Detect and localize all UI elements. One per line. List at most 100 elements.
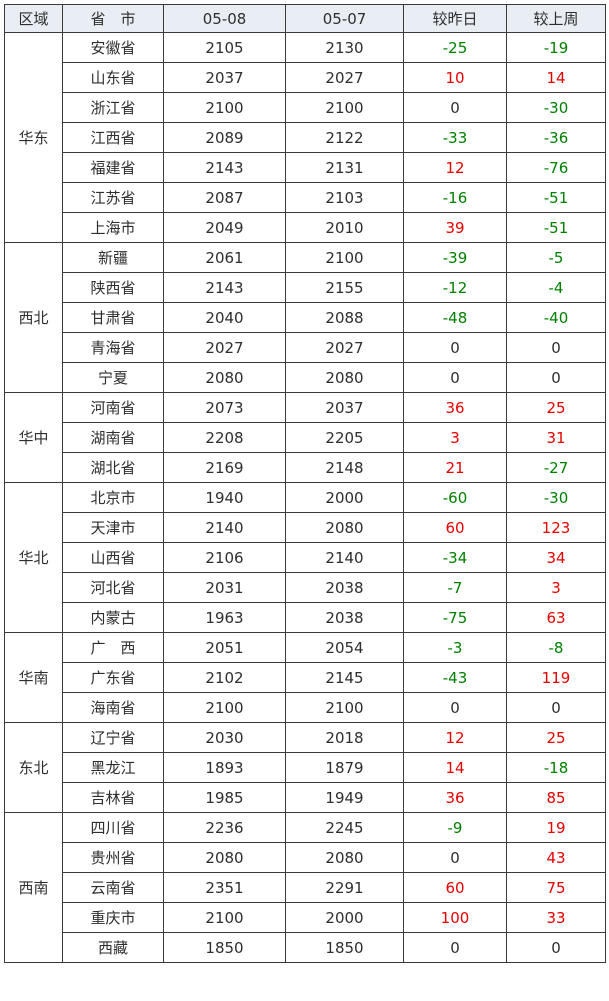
- change-vs-yesterday-cell: -43: [403, 662, 507, 693]
- price-cell: 2155: [285, 272, 404, 303]
- price-cell: 2089: [163, 122, 286, 153]
- province-cell: 西藏: [62, 932, 164, 963]
- table-row: 内蒙古 1963 2038 -75 63: [5, 602, 606, 633]
- change-vs-yesterday-cell: 0: [403, 842, 507, 873]
- price-cell: 2100: [285, 242, 404, 273]
- price-cell: 2105: [163, 32, 286, 63]
- change-vs-yesterday-cell: 36: [403, 782, 507, 813]
- price-cell: 2131: [285, 152, 404, 183]
- change-vs-yesterday-cell: 0: [403, 692, 507, 723]
- change-vs-lastweek-cell: 0: [506, 932, 606, 963]
- change-vs-lastweek-cell: -76: [506, 152, 606, 183]
- province-cell: 广东省: [62, 662, 164, 693]
- table-row: 山东省 2037 2027 10 14: [5, 62, 606, 93]
- table-row: 上海市 2049 2010 39 -51: [5, 212, 606, 243]
- region-cell: 西南: [4, 812, 63, 963]
- price-cell: 2080: [163, 362, 286, 393]
- price-cell: 1963: [163, 602, 286, 633]
- price-cell: 2148: [285, 452, 404, 483]
- change-vs-lastweek-cell: 63: [506, 602, 606, 633]
- table-header-row: 区域 省 市 05-08 05-07 较昨日 较上周: [4, 4, 606, 33]
- change-vs-lastweek-cell: -5: [506, 242, 606, 273]
- province-cell: 青海省: [62, 332, 164, 363]
- price-cell: 2291: [285, 872, 404, 903]
- change-vs-lastweek-cell: 119: [506, 662, 606, 693]
- table-row: 华北 北京市 1940 2000 -60 -30: [4, 482, 606, 633]
- change-vs-yesterday-cell: -34: [403, 542, 507, 573]
- price-cell: 2236: [163, 812, 286, 843]
- change-vs-lastweek-cell: 3: [506, 572, 606, 603]
- change-vs-lastweek-cell: 34: [506, 542, 606, 573]
- price-cell: 2080: [285, 842, 404, 873]
- table-row: 西藏 1850 1850 0 0: [5, 932, 606, 963]
- table-row: 青海省 2027 2027 0 0: [5, 332, 606, 363]
- table-row: 西北 新疆 2061 2100 -39 -5: [4, 242, 606, 393]
- table-row: 陕西省 2143 2155 -12 -4: [5, 272, 606, 303]
- price-cell: 2018: [285, 722, 404, 753]
- price-cell: 2054: [285, 632, 404, 663]
- province-cell: 河南省: [62, 392, 164, 423]
- price-cell: 2030: [163, 722, 286, 753]
- price-cell: 2122: [285, 122, 404, 153]
- price-cell: 2051: [163, 632, 286, 663]
- price-cell: 2100: [285, 92, 404, 123]
- change-vs-lastweek-cell: 19: [506, 812, 606, 843]
- table-row: 海南省 2100 2100 0 0: [5, 692, 606, 723]
- change-vs-yesterday-cell: -3: [403, 632, 507, 663]
- change-vs-yesterday-cell: 100: [403, 902, 507, 933]
- table-row: 东北 辽宁省 2030 2018 12 25: [4, 722, 606, 813]
- change-vs-lastweek-cell: 0: [506, 362, 606, 393]
- price-cell: 2088: [285, 302, 404, 333]
- change-vs-yesterday-cell: 14: [403, 752, 507, 783]
- price-cell: 2027: [163, 332, 286, 363]
- price-cell: 2102: [163, 662, 286, 693]
- change-vs-yesterday-cell: -75: [403, 602, 507, 633]
- header-cell-vs-lastweek: 较上周: [506, 4, 606, 33]
- table-row: 宁夏 2080 2080 0 0: [5, 362, 606, 393]
- price-cell: 1879: [285, 752, 404, 783]
- price-cell: 2038: [285, 572, 404, 603]
- change-vs-yesterday-cell: 60: [403, 512, 507, 543]
- change-vs-yesterday-cell: -7: [403, 572, 507, 603]
- province-cell: 浙江省: [62, 92, 164, 123]
- change-vs-lastweek-cell: -18: [506, 752, 606, 783]
- province-cell: 湖北省: [62, 452, 164, 483]
- change-vs-yesterday-cell: 60: [403, 872, 507, 903]
- change-vs-yesterday-cell: -9: [403, 812, 507, 843]
- change-vs-lastweek-cell: 25: [506, 392, 606, 423]
- province-cell: 江苏省: [62, 182, 164, 213]
- table-row: 华中 河南省 2073 2037 36 25: [4, 392, 606, 483]
- price-cell: 2037: [163, 62, 286, 93]
- price-cell: 1940: [163, 482, 286, 513]
- table-row: 湖南省 2208 2205 3 31: [5, 422, 606, 453]
- province-cell: 山西省: [62, 542, 164, 573]
- regional-price-table: 区域 省 市 05-08 05-07 较昨日 较上周 华东 安徽省 2105 2130…: [4, 4, 606, 963]
- province-cell: 上海市: [62, 212, 164, 243]
- table-body: 华东 安徽省 2105 2130 -25 -19 山东省 2037 2027 10 14 浙江省 210…: [4, 32, 606, 963]
- province-cell: 湖南省: [62, 422, 164, 453]
- price-cell: 2027: [285, 332, 404, 363]
- table-row: 华东 安徽省 2105 2130 -25 -19: [4, 32, 606, 243]
- price-cell: 2169: [163, 452, 286, 483]
- province-cell: 天津市: [62, 512, 164, 543]
- region-cell: 东北: [4, 722, 63, 813]
- change-vs-yesterday-cell: 3: [403, 422, 507, 453]
- price-cell: 2143: [163, 272, 286, 303]
- change-vs-lastweek-cell: -51: [506, 212, 606, 243]
- change-vs-lastweek-cell: -19: [506, 32, 606, 63]
- table-row: 江苏省 2087 2103 -16 -51: [5, 182, 606, 213]
- price-cell: 2140: [285, 542, 404, 573]
- price-cell: 2027: [285, 62, 404, 93]
- province-cell: 吉林省: [62, 782, 164, 813]
- price-cell: 1949: [285, 782, 404, 813]
- price-cell: 2061: [163, 242, 286, 273]
- change-vs-yesterday-cell: 21: [403, 452, 507, 483]
- price-cell: 2103: [285, 182, 404, 213]
- table-row: 湖北省 2169 2148 21 -27: [5, 452, 606, 483]
- province-cell: 山东省: [62, 62, 164, 93]
- province-cell: 黑龙江: [62, 752, 164, 783]
- province-cell: 重庆市: [62, 902, 164, 933]
- price-cell: 2073: [163, 392, 286, 423]
- province-cell: 安徽省: [62, 32, 164, 63]
- price-cell: 2130: [285, 32, 404, 63]
